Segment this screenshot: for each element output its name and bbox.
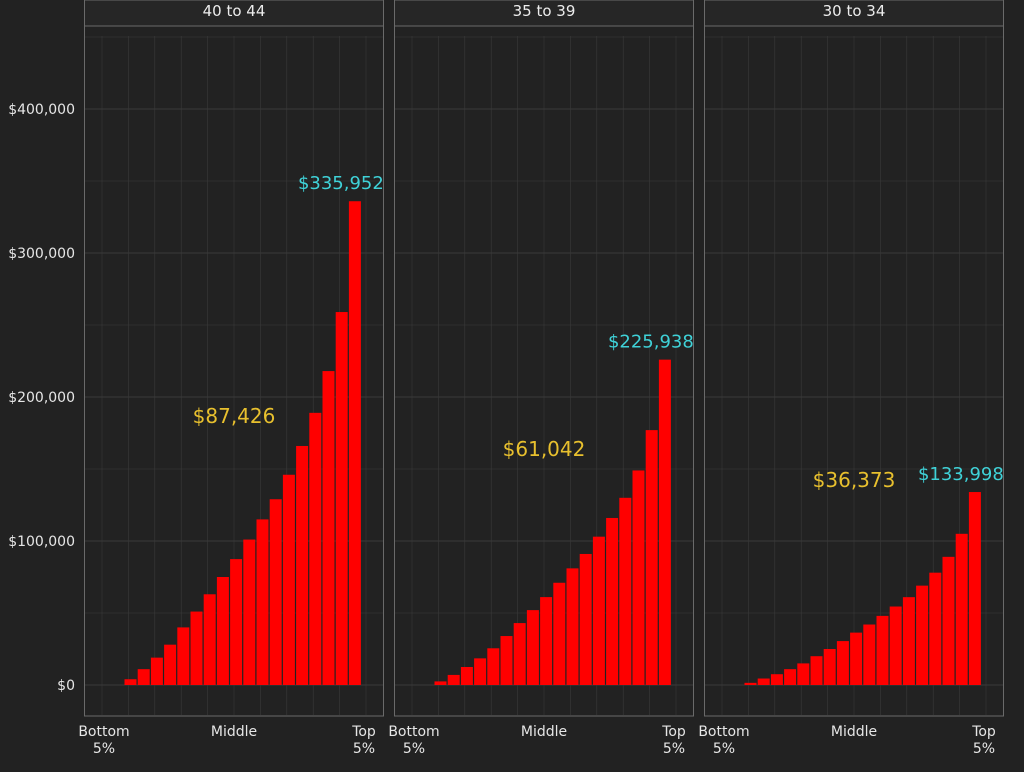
y-tick-label: $0 bbox=[57, 678, 75, 694]
bar bbox=[770, 674, 783, 685]
bar bbox=[460, 667, 473, 685]
bar bbox=[164, 644, 177, 685]
bar bbox=[757, 678, 770, 685]
bar bbox=[619, 497, 632, 685]
bar bbox=[658, 359, 671, 685]
median-value-label: $87,426 bbox=[193, 404, 276, 428]
top-value-label: $335,952 bbox=[298, 173, 384, 194]
x-tick-label-top: Top 5% bbox=[351, 724, 376, 757]
bar bbox=[876, 615, 889, 685]
bar bbox=[592, 536, 605, 685]
bar bbox=[322, 371, 335, 685]
panel-title: 40 to 44 bbox=[203, 2, 266, 20]
x-tick-label-top: Top 5% bbox=[661, 724, 686, 757]
bar bbox=[500, 636, 513, 685]
y-tick-label: $300,000 bbox=[8, 246, 75, 262]
bar bbox=[929, 572, 942, 685]
bar bbox=[540, 597, 553, 685]
bar bbox=[836, 641, 849, 685]
bar bbox=[566, 568, 579, 685]
bar bbox=[447, 674, 460, 685]
bar bbox=[348, 201, 361, 685]
bar bbox=[579, 553, 592, 685]
bar bbox=[513, 623, 526, 685]
bar bbox=[190, 611, 203, 685]
x-tick-label-middle: Middle bbox=[521, 724, 567, 740]
bar bbox=[216, 577, 229, 685]
panel-header bbox=[394, 0, 694, 27]
panel-title: 35 to 39 bbox=[513, 2, 576, 20]
x-tick-label-middle: Middle bbox=[211, 724, 257, 740]
bar bbox=[243, 539, 256, 685]
bar bbox=[784, 669, 797, 685]
x-tick-label-bottom: Bottom 5% bbox=[388, 724, 439, 757]
bar bbox=[526, 610, 539, 685]
bar bbox=[850, 632, 863, 685]
bar bbox=[744, 682, 757, 685]
bar bbox=[282, 474, 295, 685]
bar bbox=[810, 656, 823, 685]
bar bbox=[474, 658, 487, 685]
bar bbox=[942, 556, 955, 685]
top-value-label: $225,938 bbox=[608, 332, 694, 353]
bar bbox=[269, 499, 282, 685]
bar bbox=[645, 430, 658, 685]
bar bbox=[968, 492, 981, 685]
bar bbox=[124, 679, 137, 685]
y-tick-label: $400,000 bbox=[8, 102, 75, 118]
median-value-label: $61,042 bbox=[503, 437, 586, 461]
median-value-label: $36,373 bbox=[813, 468, 896, 492]
bar bbox=[632, 470, 645, 685]
x-tick-label-middle: Middle bbox=[831, 724, 877, 740]
y-tick-label: $200,000 bbox=[8, 390, 75, 406]
x-tick-label-bottom: Bottom 5% bbox=[698, 724, 749, 757]
x-tick-label-bottom: Bottom 5% bbox=[78, 724, 129, 757]
panel-header bbox=[704, 0, 1004, 27]
bar bbox=[902, 597, 915, 685]
bar bbox=[916, 585, 929, 685]
bar bbox=[203, 594, 216, 685]
bar bbox=[797, 663, 810, 685]
bar bbox=[335, 312, 348, 685]
bar bbox=[889, 606, 902, 685]
top-value-label: $133,998 bbox=[918, 464, 1004, 485]
bar bbox=[309, 412, 322, 685]
bar bbox=[137, 669, 150, 685]
bar bbox=[230, 559, 243, 685]
bar bbox=[606, 517, 619, 685]
bar bbox=[553, 582, 566, 685]
bar bbox=[256, 519, 269, 685]
bar bbox=[823, 649, 836, 685]
bar bbox=[487, 648, 500, 685]
bar bbox=[296, 445, 309, 685]
bar bbox=[863, 624, 876, 685]
x-tick-label-top: Top 5% bbox=[971, 724, 996, 757]
y-tick-label: $100,000 bbox=[8, 534, 75, 550]
bar bbox=[955, 533, 968, 685]
bar bbox=[177, 627, 190, 685]
bar bbox=[434, 681, 447, 685]
panel-title: 30 to 34 bbox=[823, 2, 886, 20]
panel-header bbox=[84, 0, 384, 27]
bar bbox=[150, 657, 163, 685]
